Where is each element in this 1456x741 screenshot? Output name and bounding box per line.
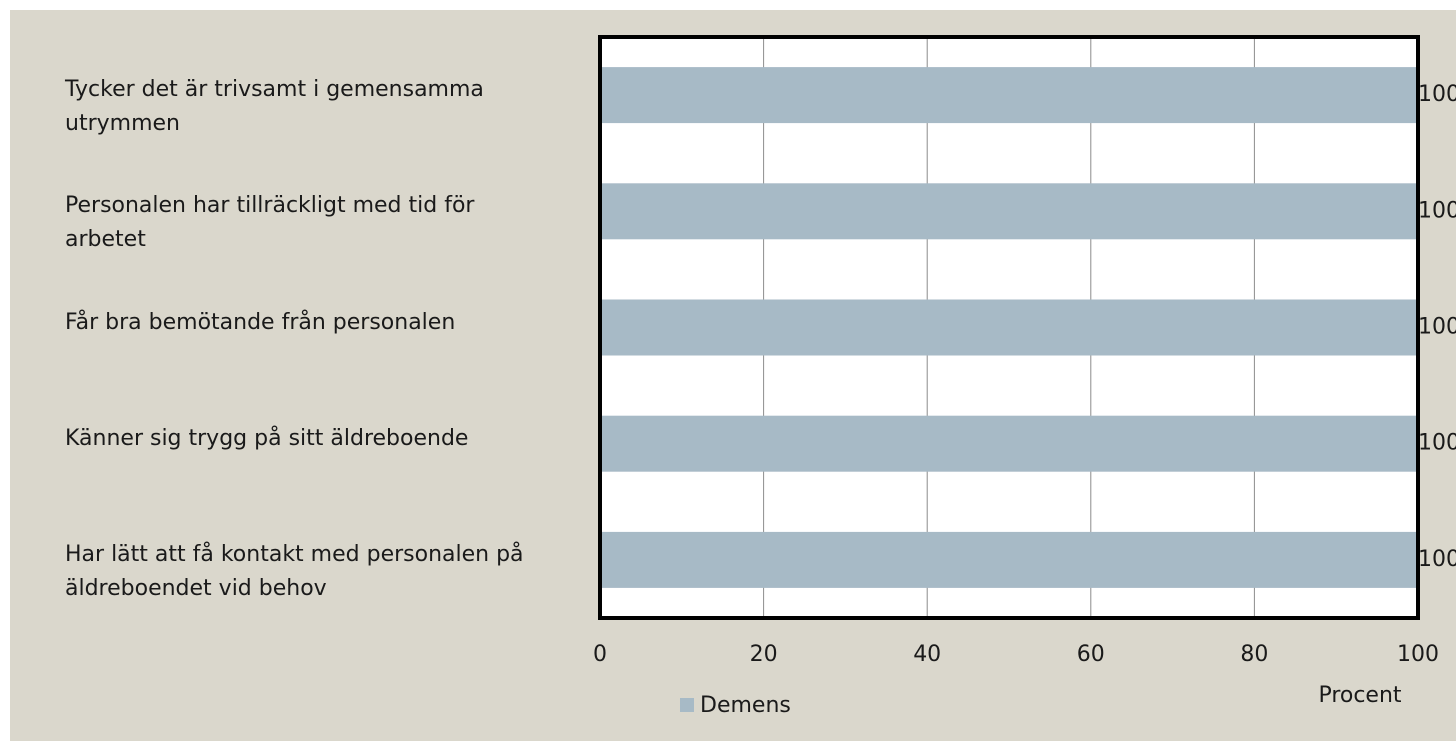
data-label: 100 [1418,547,1456,572]
x-tick-label: 80 [1240,642,1268,667]
plot-frame [598,35,1420,620]
data-label: 100 [1418,82,1456,107]
y-tick-label: Får bra bemötande från personalen [65,309,456,335]
y-tick-label: Känner sig trygg på sitt äldreboende [65,425,469,451]
bar [600,183,1418,240]
x-tick-label: 0 [593,642,607,667]
x-tick-label: 40 [913,642,941,667]
y-tick-label: Har lätt att få kontakt med personalen p… [65,541,524,601]
y-tick-label: Personalen har tillräckligt med tid för … [65,193,475,253]
data-label: 100 [1418,431,1456,456]
legend-swatch [680,698,694,712]
bar [600,531,1418,588]
x-tick-label: 60 [1077,642,1105,667]
y-tick-label: Tycker det är trivsamt i gemensamma utry… [65,77,484,137]
bar [600,415,1418,472]
data-label: 100 [1418,315,1456,340]
bar [600,299,1418,356]
x-tick-label: 20 [750,642,778,667]
x-tick-label: 100 [1397,642,1439,667]
x-axis-label: Procent [1318,683,1401,708]
bar [600,67,1418,124]
legend-label: Demens [700,693,791,718]
data-label: 100 [1418,198,1456,223]
